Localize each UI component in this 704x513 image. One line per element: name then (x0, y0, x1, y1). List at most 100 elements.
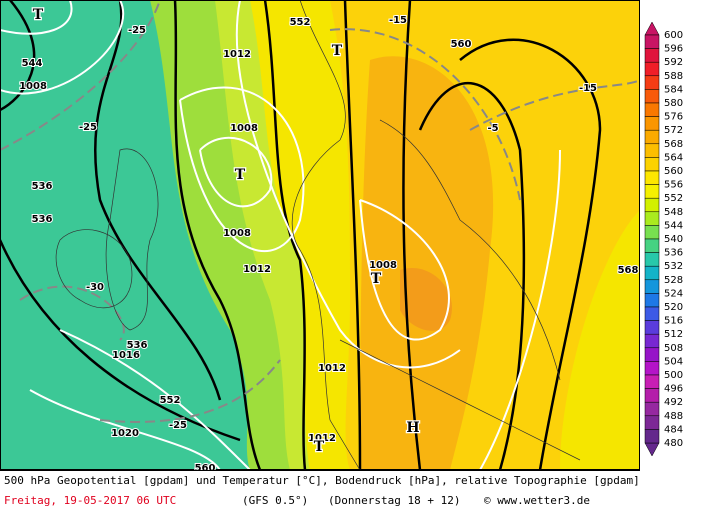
colorbar-cap (644, 442, 660, 457)
contour-label: -30 (86, 282, 104, 293)
colorbar-label: 532 (664, 261, 683, 272)
colorbar-cap (644, 21, 660, 36)
contour-label: 1020 (111, 428, 139, 439)
contour-label: 552 (160, 395, 181, 406)
zone (400, 268, 452, 331)
colorbar-label: 544 (664, 220, 683, 231)
contour-label: -5 (487, 123, 498, 134)
colorbar-label: 480 (664, 438, 683, 449)
colorbar-label: 496 (664, 384, 683, 395)
contour-label: 1012 (318, 363, 346, 374)
temperature-contours (0, 0, 640, 423)
colorbar-band (644, 61, 660, 77)
contour-label: 1008 (369, 260, 397, 271)
colorbar-band (644, 157, 660, 172)
colorbar-label: 560 (664, 166, 683, 177)
contour-label: -15 (579, 83, 597, 94)
coastlines (55, 0, 581, 470)
colorbar-label: 548 (664, 207, 683, 218)
colorbar-label: 524 (664, 288, 683, 299)
colorbar-band (644, 238, 660, 253)
contour-label: 1012 (243, 264, 271, 275)
colorbar-label: 488 (664, 411, 683, 422)
colorbar-label: 528 (664, 275, 683, 286)
contour-label: 536 (32, 214, 53, 225)
colorbar-label: 576 (664, 112, 683, 123)
colorbar-label: 588 (664, 71, 683, 82)
caption-run: (Donnerstag 18 + 12) (328, 494, 460, 507)
colorbar-label: 552 (664, 193, 683, 204)
colorbar-label: 484 (664, 424, 683, 435)
caption-credit: © www.wetter3.de (484, 494, 590, 507)
pressure-center: H (406, 420, 419, 436)
contour-label: -25 (79, 122, 97, 133)
pressure-center: T (332, 43, 343, 59)
colorbar-band (644, 415, 660, 430)
caption-model: (GFS 0.5°) (242, 494, 308, 507)
colorbar-band (644, 75, 660, 90)
colorbar-label: 512 (664, 329, 683, 340)
colorbar-label: 580 (664, 98, 683, 109)
colorbar-band (644, 89, 660, 104)
contour-label: -25 (128, 25, 146, 36)
contour-label: 1016 (112, 350, 140, 361)
colorbar-label: 516 (664, 316, 683, 327)
colorbar-band (644, 401, 660, 417)
pressure-center: T (371, 271, 382, 287)
colorbar-band (644, 170, 660, 185)
colorbar-label: 572 (664, 125, 683, 136)
caption-line: 500 hPa Geopotential [gpdam] und Tempera… (4, 474, 640, 487)
colorbar-label: 536 (664, 248, 683, 259)
map-labels: 544 552 560 568 1008 1012 1008 1008 1012 1008 1012… (18, 6, 639, 475)
colorbar-band (644, 293, 660, 308)
colorbar-band (644, 333, 660, 349)
colorbar-label: 596 (664, 44, 683, 55)
contour-label: 552 (290, 17, 311, 28)
colorbar-band (644, 347, 660, 362)
colorbar-band (644, 184, 660, 199)
colorbar-band (644, 34, 660, 49)
colorbar-band (644, 388, 660, 403)
map-frame (0, 0, 640, 470)
contour-label: 544 (22, 58, 43, 69)
colorbar-label: 592 (664, 57, 683, 68)
colorbar-band (644, 143, 660, 158)
colorbar-band (644, 116, 660, 131)
colorbar-label: 492 (664, 397, 683, 408)
colorbar-band (644, 429, 660, 444)
pressure-center: T (33, 7, 44, 23)
colorbar-band (644, 197, 660, 213)
contour-label: 1012 (223, 49, 251, 60)
colorbar-label: 504 (664, 356, 683, 367)
colorbar-band (644, 252, 660, 267)
contour-label: 560 (451, 39, 472, 50)
colorbar-label: 564 (664, 152, 683, 163)
pressure-center: T (314, 439, 325, 455)
colorbar-label: 584 (664, 84, 683, 95)
colorbar-band (644, 129, 660, 145)
colorbar-band (644, 102, 660, 117)
colorbar: 600 596 592 588 584 580 576 572 568 564 560 556 552 5… (644, 21, 683, 457)
colorbar-label: 540 (664, 234, 683, 245)
colorbar-band (644, 48, 660, 63)
pressure-center: T (235, 167, 246, 183)
contour-label: 536 (127, 340, 148, 351)
contour-label: 1008 (19, 81, 47, 92)
colorbar-label: 520 (664, 302, 683, 313)
colorbar-band (644, 320, 660, 335)
colorbar-band (644, 374, 660, 389)
colorbar-label: 556 (664, 180, 683, 191)
contour-label: -25 (169, 420, 187, 431)
colorbar-label: 600 (664, 30, 683, 41)
colorbar-label: 500 (664, 370, 683, 381)
contour-label: 568 (618, 265, 639, 276)
map (0, 0, 640, 470)
geopotential-contours (0, 0, 602, 470)
contour-label: 1012 (308, 433, 336, 444)
colorbar-band (644, 306, 660, 321)
colorbar-label: 508 (664, 343, 683, 354)
contour-label: 560 (195, 463, 216, 474)
caption-date: Freitag, 19-05-2017 06 UTC (4, 494, 176, 507)
colorbar-band (644, 211, 660, 226)
